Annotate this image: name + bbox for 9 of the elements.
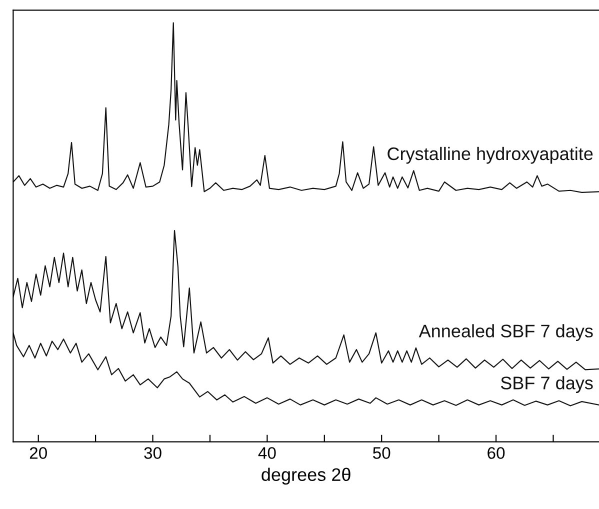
series-label: Crystalline hydroxyapatite [388,146,593,164]
x-tick-label: 20 [30,447,47,459]
series-label: SBF 7 days [500,376,593,393]
x-tick-label: 30 [144,447,162,459]
x-tick-label: 60 [488,447,505,459]
x-axis-title: degrees 2θ [262,468,350,485]
series-label: Annealed SBF 7 days [418,324,593,341]
x-tick-label: 40 [258,447,276,459]
x-tick-label: 50 [373,447,390,459]
